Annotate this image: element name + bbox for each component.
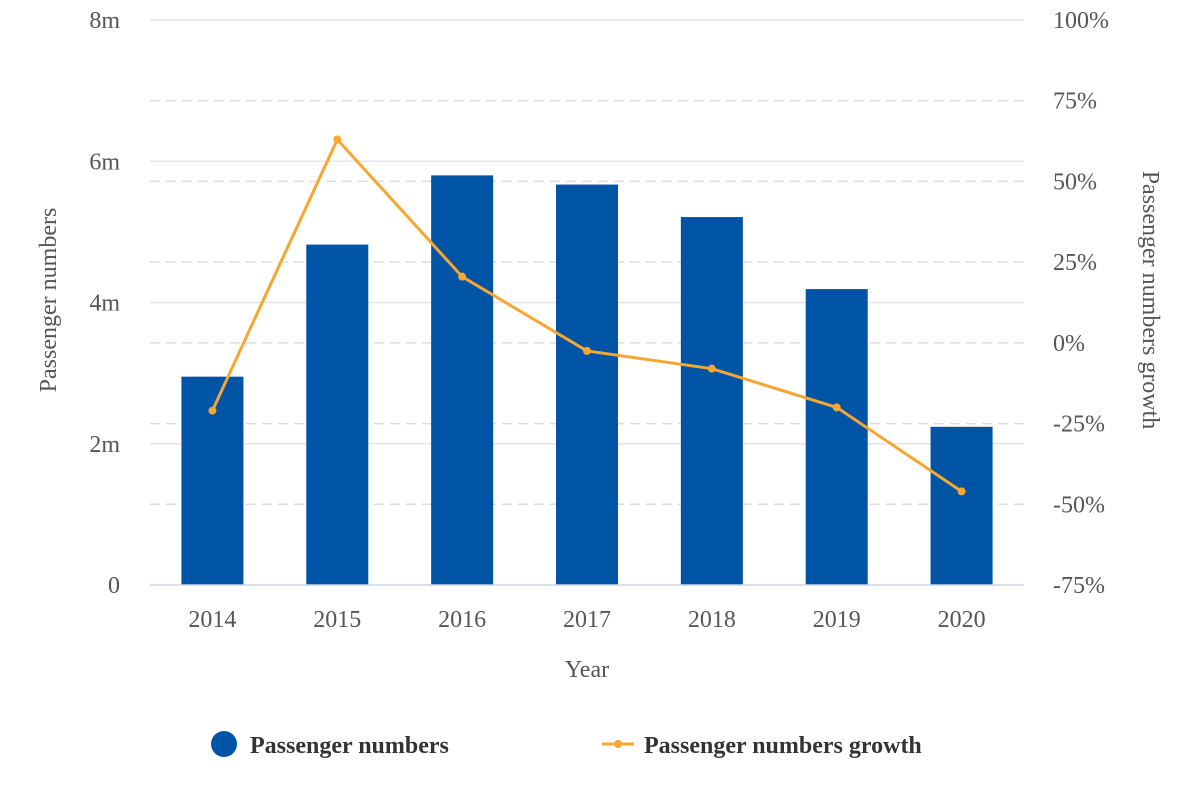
x-tick-label: 2019 (813, 607, 861, 633)
y-left-tick-label: 0 (108, 573, 120, 599)
growth-point-2017 (583, 346, 591, 355)
y-right-tick-label: -50% (1053, 492, 1105, 518)
y-left-tick-label: 6m (89, 149, 120, 175)
bar-2020 (930, 426, 993, 585)
y-right-tick-label: 0% (1053, 331, 1085, 357)
y-left-tick-label: 2m (89, 432, 120, 458)
axes: 0 2m 4m 6m 8m -75% -50% -25% 0% 25% 50% 75% 100% 2014… (89, 8, 1109, 633)
y-right-tick-label: 50% (1053, 169, 1097, 195)
y-right-tick-label: -25% (1053, 412, 1105, 438)
legend: Passenger numbers Passenger numbers grow… (211, 731, 922, 759)
bar-2019 (805, 289, 868, 585)
y-left-tick-label: 4m (89, 291, 120, 317)
bar-2018 (680, 217, 743, 585)
legend-bar-swatch (211, 731, 237, 757)
growth-point-2019 (832, 403, 841, 412)
growth-point-2015 (333, 135, 342, 144)
x-tick-label: 2018 (688, 607, 736, 633)
y-right-tick-label: 25% (1053, 250, 1097, 276)
y-axis-right-title: Passenger numbers growth (1137, 171, 1163, 430)
bar-2017 (556, 184, 618, 585)
y-right-tick-label: 100% (1053, 8, 1109, 34)
bar-2016 (431, 175, 494, 585)
legend-bar-label: Passenger numbers (250, 733, 449, 759)
x-tick-label: 2017 (563, 607, 611, 633)
y-axis-left-title: Passenger numbers (36, 208, 62, 393)
growth-point-2014 (208, 406, 217, 415)
bar-2015 (306, 244, 369, 585)
x-tick-label: 2015 (313, 607, 361, 633)
growth-point-2020 (957, 487, 966, 496)
x-tick-label: 2020 (938, 607, 986, 633)
bar-series (181, 175, 993, 585)
legend-line-label: Passenger numbers growth (644, 733, 922, 759)
line-series (208, 135, 966, 496)
x-tick-label: 2016 (438, 607, 486, 633)
y-right-tick-label: 75% (1053, 89, 1097, 115)
x-axis-title: Year (565, 657, 609, 683)
growth-point-2016 (458, 272, 467, 281)
growth-point-2018 (707, 364, 716, 373)
y-right-tick-label: -75% (1053, 573, 1105, 599)
legend-line-marker (614, 740, 622, 748)
y-left-tick-label: 8m (89, 8, 120, 34)
x-tick-label: 2014 (188, 607, 236, 633)
